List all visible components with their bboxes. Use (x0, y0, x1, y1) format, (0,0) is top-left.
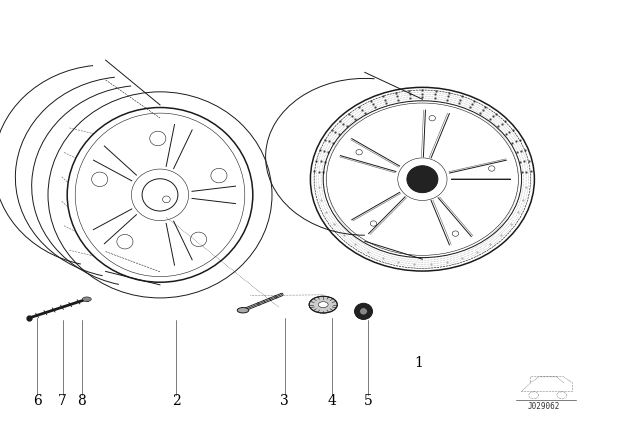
Text: 4: 4 (327, 394, 336, 408)
Text: 6: 6 (33, 394, 42, 408)
Text: J029062: J029062 (528, 402, 561, 411)
Ellipse shape (83, 297, 92, 302)
Ellipse shape (360, 308, 367, 315)
Text: 3: 3 (280, 394, 289, 408)
Text: 8: 8 (77, 394, 86, 408)
Text: 1: 1 (415, 356, 424, 370)
Ellipse shape (309, 296, 337, 313)
Ellipse shape (355, 303, 372, 319)
Text: 5: 5 (364, 394, 372, 408)
Ellipse shape (237, 307, 249, 313)
Ellipse shape (407, 166, 438, 193)
Text: 2: 2 (172, 394, 180, 408)
Ellipse shape (318, 302, 328, 308)
Text: 7: 7 (58, 394, 67, 408)
